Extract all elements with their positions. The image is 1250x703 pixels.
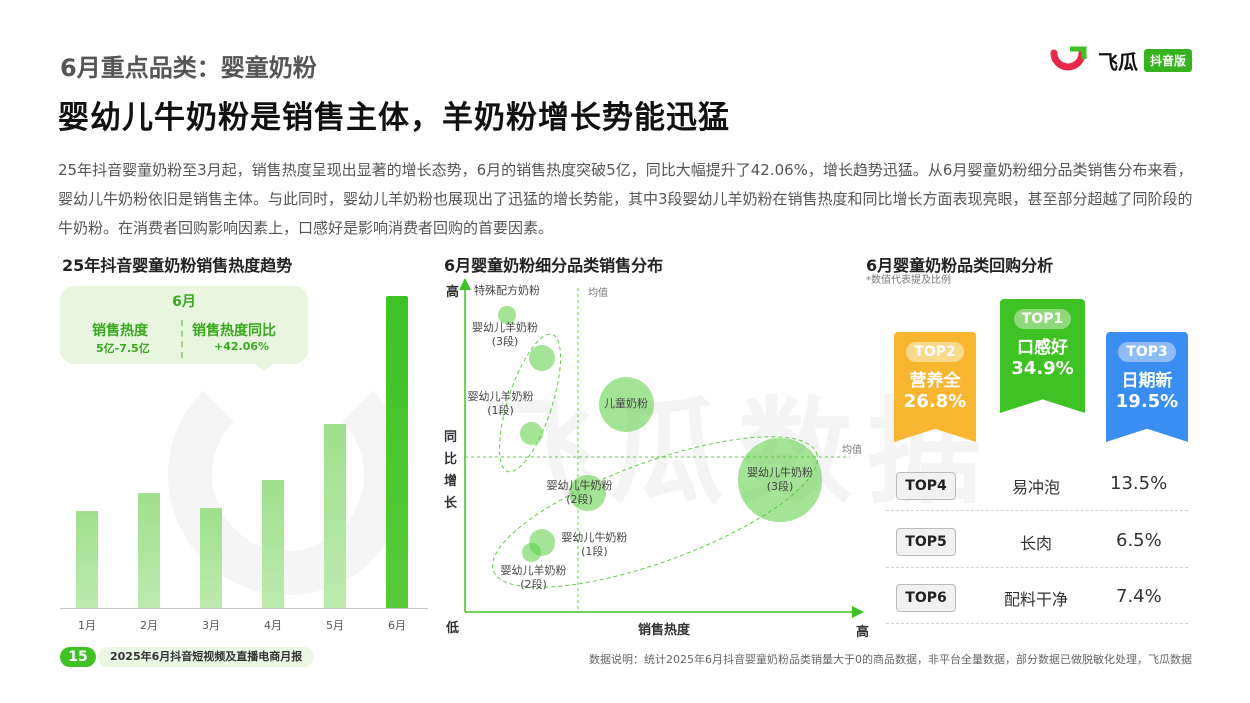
row-top4-rank: TOP4 <box>896 472 956 500</box>
row-top6-pct: 7.4% <box>1116 586 1162 607</box>
ribbon-top1: TOP1 口感好 34.9% <box>1000 299 1085 413</box>
row-top5-name: 长肉 <box>1019 534 1052 553</box>
row-top4-pct: 13.5% <box>1110 473 1168 494</box>
bubble-point <box>498 306 516 324</box>
row-divider <box>886 510 1188 511</box>
bubble-point <box>738 438 822 522</box>
x-tick-label: 2月 <box>140 619 158 632</box>
goat-milk-group-ring <box>498 333 562 473</box>
bar-6月 <box>386 296 408 608</box>
callout-key-2: 销售热度同比 <box>192 323 276 339</box>
x-axis-title: 销售热度 <box>638 623 691 638</box>
bubble-point <box>598 376 654 432</box>
bubble-label: 婴幼儿牛奶粉 (3段) <box>747 466 813 493</box>
bar-1月 <box>76 511 98 608</box>
ribbon-top1-name: 口感好 <box>1017 338 1068 358</box>
row-top5-rank: TOP5 <box>896 528 956 556</box>
bubble-point <box>522 543 541 562</box>
ribbon-top3-pct: 19.5% <box>1115 391 1179 412</box>
ribbon-top3: TOP3 日期新 19.5% <box>1106 332 1188 442</box>
x-axis-low-label: 低 <box>446 621 460 636</box>
bubble-point <box>569 475 606 512</box>
x-tick-label: 5月 <box>326 619 344 632</box>
x-tick-label: 3月 <box>202 619 220 632</box>
row-divider <box>886 623 1188 624</box>
melon-logo-icon <box>1050 46 1087 71</box>
bubble-label: 婴幼儿牛奶粉 (1段) <box>561 530 628 558</box>
ribbon-top3-rank: TOP3 <box>1118 342 1176 362</box>
bubble-label: 婴幼儿羊奶粉 (1段) <box>467 390 534 418</box>
bubble-label: 婴幼儿牛奶粉 (2段) <box>546 479 613 507</box>
bubble-label: 婴幼儿羊奶粉 (2段) <box>500 563 567 591</box>
callout-divider <box>181 320 183 358</box>
data-note: 数据说明：统计2025年6月抖音婴童奶粉品类销量大于0的商品数据，非平台全量数据… <box>589 653 1192 666</box>
y-axis-high-label: 高 <box>446 285 460 300</box>
x-mean-label: 均值 <box>588 288 608 299</box>
ribbon-top2-rank: TOP2 <box>906 342 964 362</box>
row-top4-name: 易冲泡 <box>1011 478 1060 497</box>
ribbon-top1-pct: 34.9% <box>1011 358 1074 379</box>
y-axis-title: 同比增长 <box>444 430 458 511</box>
bubble-point <box>528 344 556 372</box>
ribbon-top3-name: 日期新 <box>1121 371 1173 391</box>
repurchase-title: 6月婴童奶粉品类回购分析 <box>866 256 1054 275</box>
ribbon-top2: TOP2 营养全 26.8% <box>894 332 976 442</box>
x-tick-label: 6月 <box>388 619 406 632</box>
bar-5月 <box>324 423 346 608</box>
bar-x-axis <box>60 608 428 609</box>
x-tick-label: 1月 <box>78 619 96 632</box>
bubble-chart-title: 6月婴童奶粉细分品类销售分布 <box>444 256 664 275</box>
callout-value-1: 5亿-7.5亿 <box>96 342 150 355</box>
bubble-point <box>519 422 543 446</box>
highlight-callout: 6月 销售热度 5亿-7.5亿 销售热度同比 +42.06% <box>60 286 308 364</box>
row-top6-rank: TOP6 <box>896 584 956 612</box>
x-tick-label: 4月 <box>264 619 282 632</box>
callout-month: 6月 <box>172 294 196 310</box>
callout-pointer <box>250 358 278 372</box>
ribbon-top2-name: 营养全 <box>909 371 961 391</box>
bubble-label: 婴幼儿羊奶粉 (3段) <box>472 320 538 348</box>
row-top5-pct: 6.5% <box>1116 530 1162 551</box>
row-divider <box>886 567 1188 568</box>
page-headline: 婴幼儿牛奶粉是销售主体，羊奶粉增长势能迅猛 <box>58 100 730 136</box>
row-top6-name: 配料干净 <box>1003 590 1068 609</box>
bar-chart-title: 25年抖音婴童奶粉销售热度趋势 <box>62 256 293 275</box>
report-name: 2025年6月抖音短视频及直播电商月报 <box>98 647 315 667</box>
callout-key-1: 销售热度 <box>92 323 148 339</box>
brand-badge: 抖音版 <box>1143 48 1192 72</box>
y-mean-label: 均值 <box>842 445 862 456</box>
repurchase-note: *数值代表提及比例 <box>866 275 951 286</box>
section-title: 6月重点品类：婴童奶粉 <box>60 54 317 82</box>
brand-name: 飞瓜 <box>1097 49 1138 74</box>
bar-3月 <box>200 508 222 608</box>
page-number: 15 <box>60 647 96 667</box>
bar-2月 <box>138 492 160 608</box>
ribbon-top1-rank: TOP1 <box>1013 309 1072 329</box>
intro-paragraph: 25年抖音婴童奶粉至3月起，销售热度呈现出显著的增长态势，6月的销售热度突破5亿… <box>58 161 1193 237</box>
callout-value-2: +42.06% <box>214 340 270 353</box>
bubble-label: 儿童奶粉 <box>604 397 648 411</box>
brand-logo: 飞瓜 抖音版 <box>1050 44 1192 76</box>
bubble-label: 特殊配方奶粉 <box>474 284 540 298</box>
x-axis-high-label: 高 <box>856 625 870 640</box>
bar-4月 <box>262 480 284 608</box>
ribbon-top2-pct: 26.8% <box>903 391 967 412</box>
cow-milk-group-ring <box>491 436 819 588</box>
